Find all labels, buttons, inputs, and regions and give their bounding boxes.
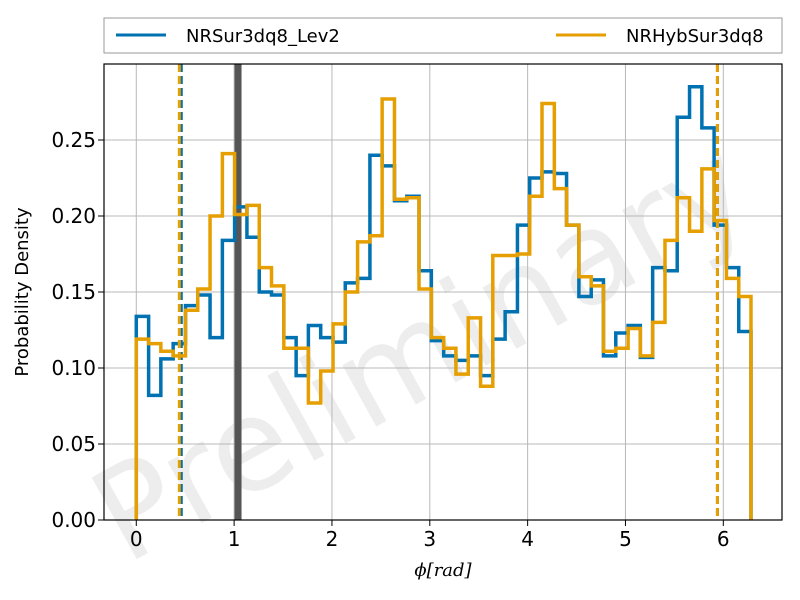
legend-item-nrsur3dq8-lev2-label: NRSur3dq8_Lev2	[186, 26, 340, 47]
x-tick-label: 4	[521, 527, 534, 551]
y-axis-label: Probability Density	[12, 207, 33, 377]
axes-layer	[98, 63, 783, 526]
x-tick-label: 6	[717, 527, 730, 551]
y-tick-label: 0.20	[51, 204, 96, 228]
x-tick-label: 2	[326, 527, 339, 551]
legend-item-nrhybsur3dq8-label: NRHybSur3dq8	[626, 26, 764, 47]
y-tick-label: 0.10	[51, 356, 96, 380]
x-tick-label: 3	[423, 527, 436, 551]
x-tick-label: 0	[130, 527, 143, 551]
data-layer	[134, 64, 753, 520]
x-axis-label: ϕ[rad]	[414, 560, 472, 581]
legend-box	[103, 17, 783, 54]
legend-layer: NRSur3dq8_Lev2 NRHybSur3dq8	[103, 17, 783, 54]
labels-layer: 0 1 2 3 4 5 6 0.00 0.05 0.10 0.15 0.20 0.25 Probabili…	[12, 128, 730, 581]
x-tick-label: 1	[228, 527, 241, 551]
y-tick-label: 0.25	[51, 128, 96, 152]
y-tick-label: 0.00	[51, 508, 96, 532]
x-tick-label: 5	[619, 527, 632, 551]
y-tick-label: 0.15	[51, 280, 96, 304]
histogram-nrhybsur3dq8	[134, 97, 753, 520]
y-tick-label: 0.05	[51, 432, 96, 456]
